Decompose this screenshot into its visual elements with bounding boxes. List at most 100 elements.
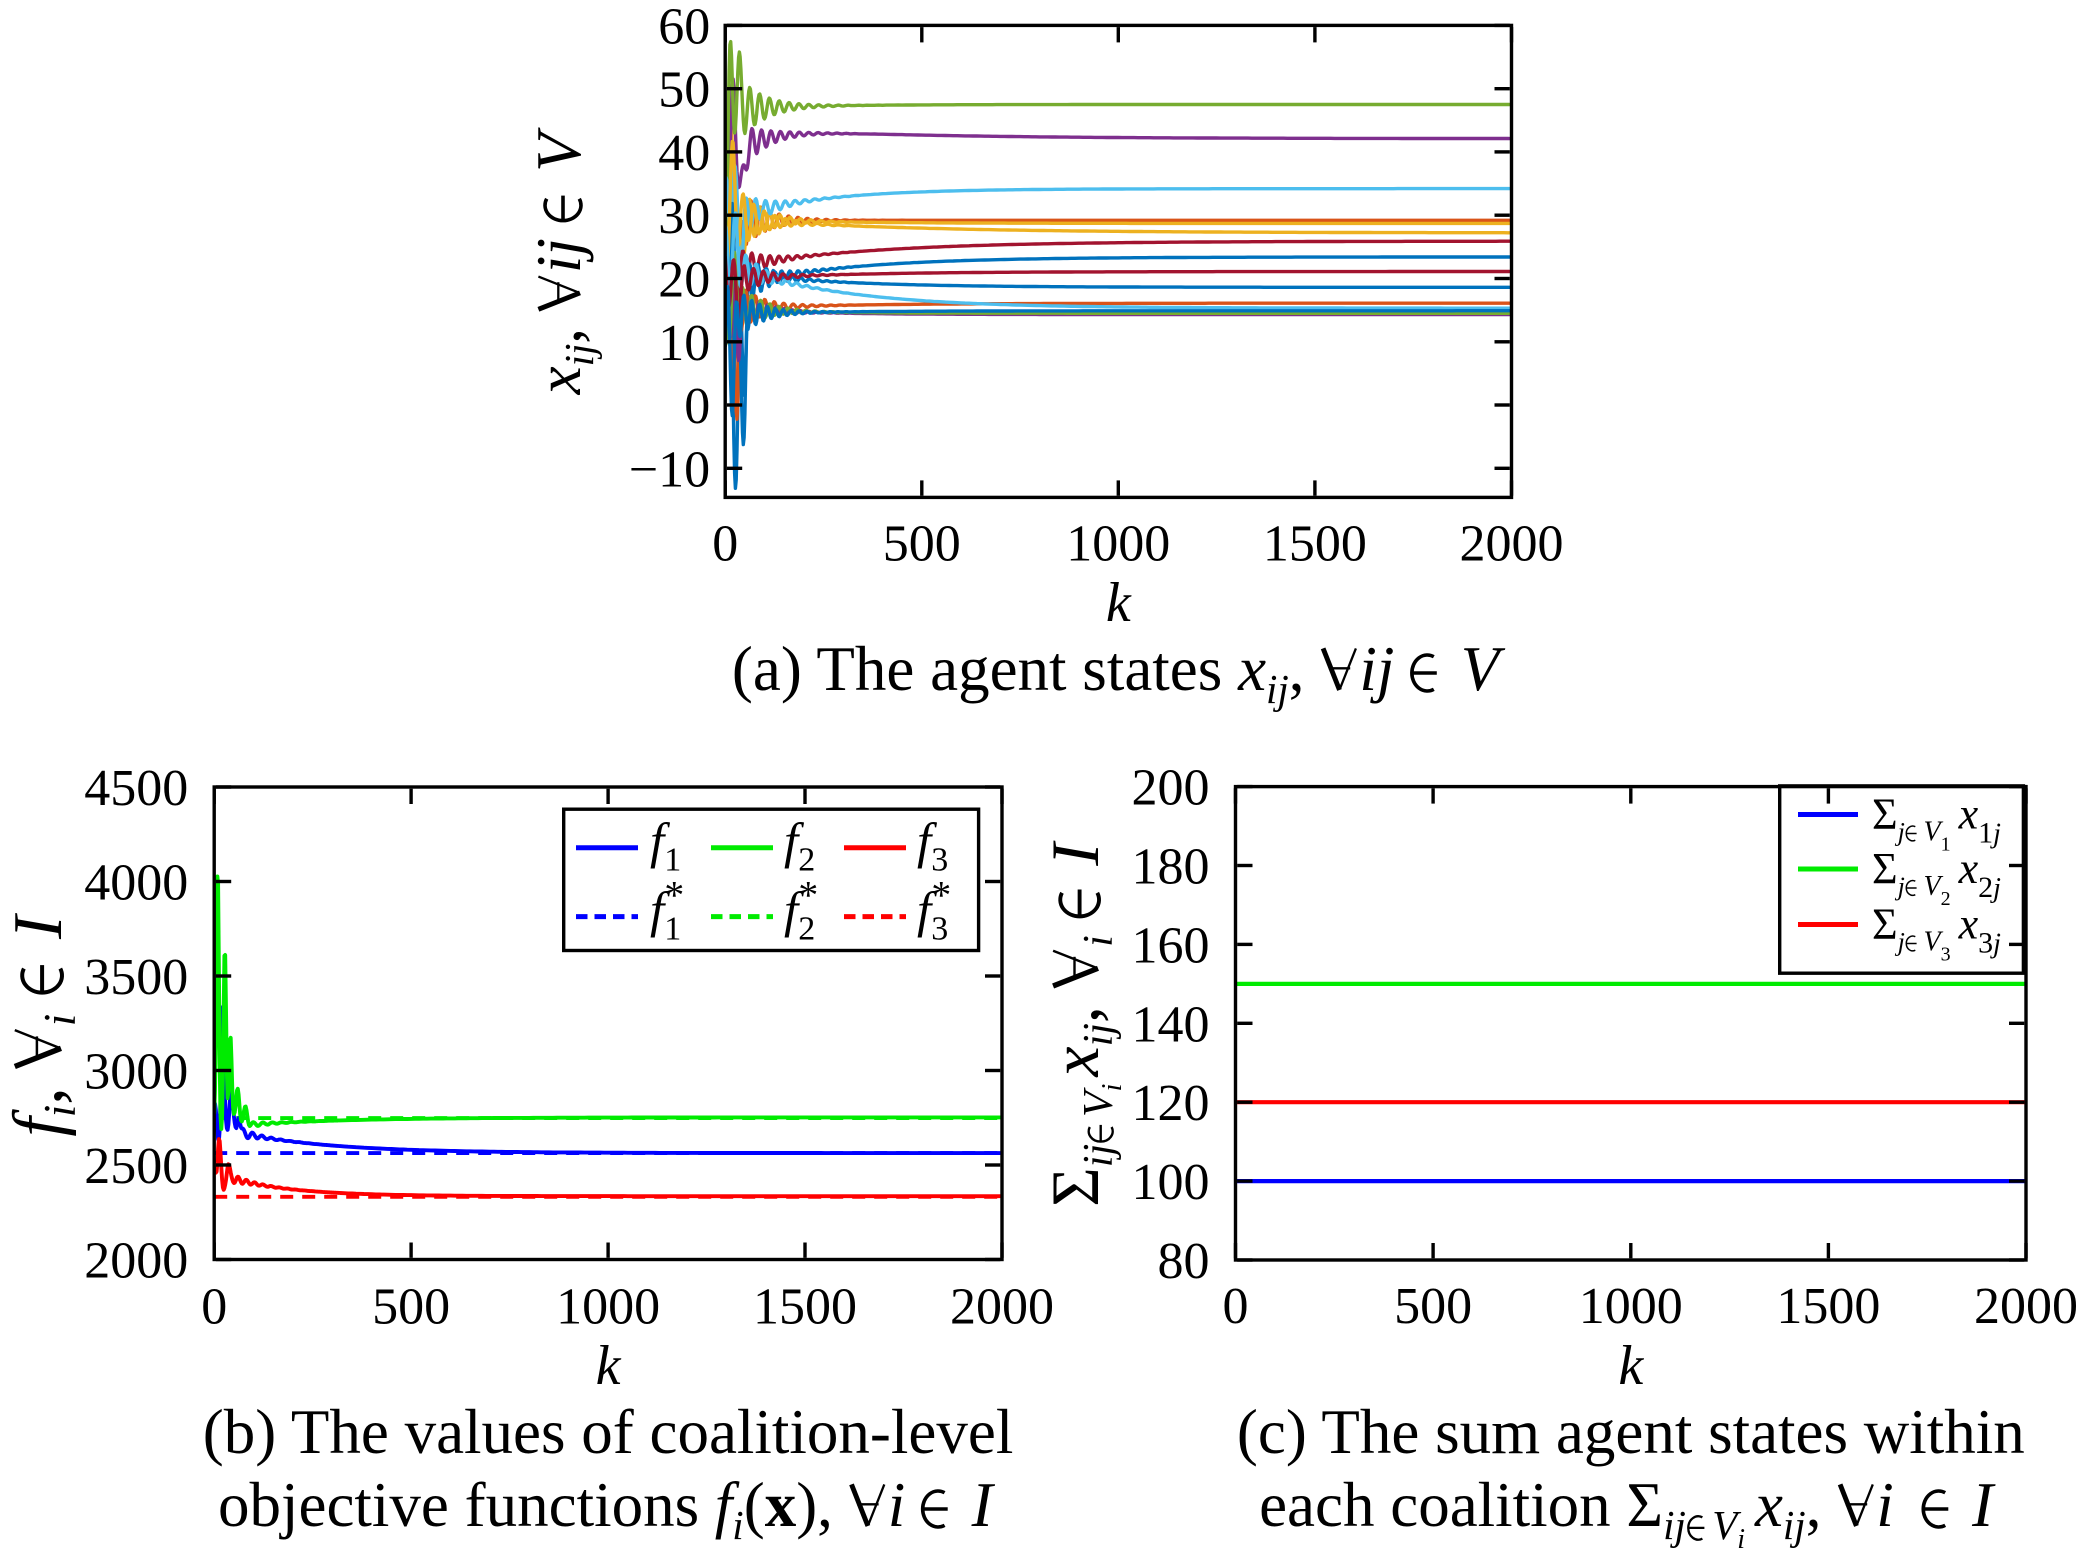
svg-text:I: I <box>0 912 77 940</box>
svg-text:Σ: Σ <box>1872 844 1898 893</box>
svg-text:3: 3 <box>931 842 948 879</box>
svg-text:I: I <box>1037 840 1113 867</box>
svg-text:2000: 2000 <box>84 1233 188 1290</box>
svg-text:*: * <box>931 873 951 918</box>
svg-text:x: x <box>524 366 594 395</box>
svg-text:x: x <box>1754 1470 1783 1540</box>
svg-text:ij: ij <box>1359 634 1394 704</box>
svg-text:2000: 2000 <box>1460 515 1564 572</box>
svg-text:,: , <box>524 312 594 344</box>
svg-text:ij: ij <box>1076 1023 1122 1046</box>
svg-text:,: , <box>1289 634 1321 704</box>
svg-text:140: 140 <box>1132 996 1210 1053</box>
svg-text:3: 3 <box>931 911 948 948</box>
svg-text:ij: ij <box>556 344 602 367</box>
svg-text:Σ: Σ <box>1037 1167 1113 1207</box>
svg-text:2: 2 <box>798 911 815 948</box>
svg-text:j: j <box>1990 929 2001 960</box>
svg-text:0: 0 <box>712 515 738 572</box>
svg-text:i: i <box>35 1014 85 1027</box>
svg-text:i: i <box>1737 1524 1745 1550</box>
svg-text:x: x <box>1958 844 1979 893</box>
svg-text:2000: 2000 <box>1974 1278 2078 1335</box>
svg-text:i: i <box>35 1105 85 1118</box>
svg-text:500: 500 <box>372 1279 450 1336</box>
svg-text:60: 60 <box>658 0 710 55</box>
svg-text:1500: 1500 <box>753 1279 857 1336</box>
svg-text:1: 1 <box>1978 817 1993 850</box>
svg-text:V: V <box>1461 634 1506 704</box>
svg-text:,: , <box>0 1070 77 1105</box>
svg-text:180: 180 <box>1132 839 1210 896</box>
svg-text:200: 200 <box>1132 760 1210 817</box>
svg-text:(: ( <box>744 1470 765 1540</box>
svg-text:1: 1 <box>664 911 681 948</box>
svg-text:V: V <box>1924 927 1944 958</box>
svg-text:−10: −10 <box>629 441 710 498</box>
svg-text:1500: 1500 <box>1263 515 1367 572</box>
svg-text:2000: 2000 <box>950 1279 1054 1336</box>
svg-text:objective functions: objective functions <box>218 1470 715 1540</box>
svg-text:1000: 1000 <box>556 1279 660 1336</box>
svg-text:1000: 1000 <box>1579 1278 1683 1335</box>
svg-text:V: V <box>1712 1502 1741 1548</box>
svg-text:x: x <box>1037 1046 1113 1077</box>
svg-text:k: k <box>1618 1335 1644 1397</box>
svg-text:2: 2 <box>798 842 815 879</box>
svg-text:ij: ij <box>1076 1144 1122 1167</box>
svg-text:),: ), <box>796 1470 848 1540</box>
svg-text:4500: 4500 <box>84 760 188 817</box>
svg-text:i: i <box>1876 1470 1894 1540</box>
svg-text:x: x <box>1958 900 1979 949</box>
svg-text:,: , <box>1806 1470 1838 1540</box>
svg-text:500: 500 <box>883 515 961 572</box>
svg-text:(b) The values of coalition-le: (b) The values of coalition-level <box>203 1397 1014 1467</box>
svg-text:each coalition Σ: each coalition Σ <box>1259 1470 1663 1540</box>
svg-text:80: 80 <box>1158 1233 1210 1290</box>
svg-text:3: 3 <box>1978 927 1993 960</box>
svg-text:(a) The agent states: (a) The agent states <box>732 634 1238 704</box>
svg-text:Σ: Σ <box>1872 900 1898 949</box>
svg-text:40: 40 <box>658 125 710 182</box>
svg-text:j: j <box>1895 928 1905 957</box>
svg-text:3000: 3000 <box>84 1044 188 1101</box>
svg-text:V: V <box>1076 1087 1122 1117</box>
svg-text:3: 3 <box>1941 944 1951 966</box>
svg-text:ij: ij <box>1663 1502 1686 1548</box>
svg-text:500: 500 <box>1394 1278 1472 1335</box>
svg-text:10: 10 <box>658 315 710 372</box>
svg-text:*: * <box>798 873 818 918</box>
svg-text:I: I <box>971 1470 996 1540</box>
svg-text:x: x <box>1958 790 1979 839</box>
svg-text:j: j <box>1895 872 1905 901</box>
svg-text:4000: 4000 <box>84 855 188 912</box>
svg-text:1: 1 <box>664 842 681 879</box>
svg-text:(c) The sum agent states withi: (c) The sum agent states within <box>1237 1397 2025 1467</box>
svg-text:k: k <box>1106 572 1132 634</box>
svg-text:100: 100 <box>1132 1154 1210 1211</box>
svg-text:i: i <box>1097 1084 1128 1092</box>
svg-text:I: I <box>1971 1470 1996 1540</box>
svg-text:x: x <box>765 1470 797 1540</box>
svg-text:120: 120 <box>1132 1075 1210 1132</box>
svg-text:20: 20 <box>658 252 710 309</box>
svg-text:ij: ij <box>524 238 594 273</box>
svg-text:*: * <box>664 873 684 918</box>
svg-text:0: 0 <box>1223 1278 1249 1335</box>
svg-text:j: j <box>1895 818 1905 847</box>
svg-text:2: 2 <box>1941 888 1951 910</box>
svg-text:i: i <box>888 1470 906 1540</box>
svg-text:j: j <box>1990 873 2001 904</box>
svg-text:ij: ij <box>1783 1502 1806 1548</box>
svg-text:0: 0 <box>684 378 710 435</box>
svg-text:V: V <box>1924 871 1944 902</box>
svg-text:V: V <box>524 127 594 172</box>
svg-text:j: j <box>1990 819 2001 850</box>
svg-text:2: 2 <box>1978 871 1993 904</box>
svg-text:i: i <box>732 1502 743 1548</box>
svg-text:,: , <box>1037 989 1113 1023</box>
svg-text:x: x <box>1237 634 1266 704</box>
svg-text:160: 160 <box>1132 917 1210 974</box>
svg-text:k: k <box>596 1335 622 1397</box>
svg-text:ij: ij <box>1266 666 1289 712</box>
